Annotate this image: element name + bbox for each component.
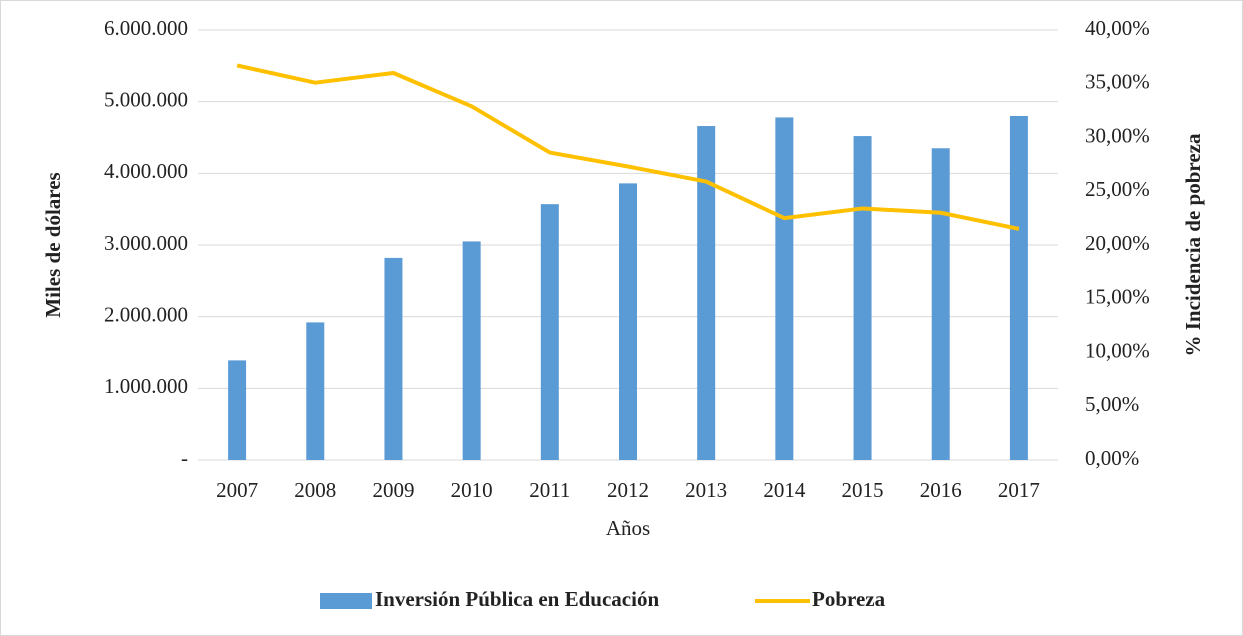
legend-swatch bbox=[320, 593, 372, 609]
x-tick-label: 2008 bbox=[294, 478, 336, 502]
bar bbox=[1009, 116, 1028, 460]
y2-tick-label: 5,00% bbox=[1085, 392, 1139, 416]
y-tick-label: - bbox=[181, 446, 188, 470]
x-axis-title: Años bbox=[606, 516, 650, 540]
y2-tick-label: 35,00% bbox=[1085, 70, 1150, 94]
bar bbox=[228, 360, 247, 460]
x-tick-label: 2007 bbox=[216, 478, 258, 502]
x-tick-label: 2015 bbox=[842, 478, 884, 502]
y2-tick-label: 10,00% bbox=[1085, 338, 1150, 362]
legend-label: Inversión Pública en Educación bbox=[375, 587, 659, 611]
x-tick-label: 2012 bbox=[607, 478, 649, 502]
bar bbox=[462, 241, 481, 460]
y2-tick-label: 25,00% bbox=[1085, 177, 1150, 201]
x-tick-label: 2014 bbox=[763, 478, 806, 502]
y-tick-label: 4.000.000 bbox=[104, 159, 188, 183]
bar bbox=[384, 257, 403, 460]
y2-tick-label: 15,00% bbox=[1085, 285, 1150, 309]
bar bbox=[306, 322, 325, 460]
x-tick-label: 2011 bbox=[529, 478, 570, 502]
x-tick-label: 2010 bbox=[451, 478, 493, 502]
x-tick-label: 2013 bbox=[685, 478, 727, 502]
bar bbox=[697, 126, 716, 461]
y-tick-label: 2.000.000 bbox=[104, 302, 188, 326]
x-tick-label: 2016 bbox=[920, 478, 962, 502]
y2-tick-label: 0,00% bbox=[1085, 446, 1139, 470]
y-tick-label: 1.000.000 bbox=[104, 374, 188, 398]
bar bbox=[619, 183, 637, 460]
x-tick-label: 2017 bbox=[998, 478, 1040, 502]
bar bbox=[540, 204, 559, 460]
y-tick-label: 3.000.000 bbox=[104, 231, 188, 255]
y2-tick-label: 20,00% bbox=[1085, 231, 1150, 255]
bar bbox=[853, 136, 872, 461]
y-tick-label: 5.000.000 bbox=[104, 87, 188, 111]
y2-axis-title: % Incidencia de pobreza bbox=[1181, 133, 1205, 357]
y2-tick-label: 40,00% bbox=[1085, 16, 1150, 40]
y-tick-label: 6.000.000 bbox=[104, 16, 188, 40]
x-tick-label: 2009 bbox=[372, 478, 414, 502]
legend-label: Pobreza bbox=[812, 587, 886, 611]
bar bbox=[775, 117, 794, 460]
y-axis-title: Miles de dólares bbox=[41, 172, 65, 317]
line bbox=[236, 63, 1020, 231]
bar bbox=[931, 148, 950, 460]
y2-tick-label: 30,00% bbox=[1085, 123, 1150, 147]
